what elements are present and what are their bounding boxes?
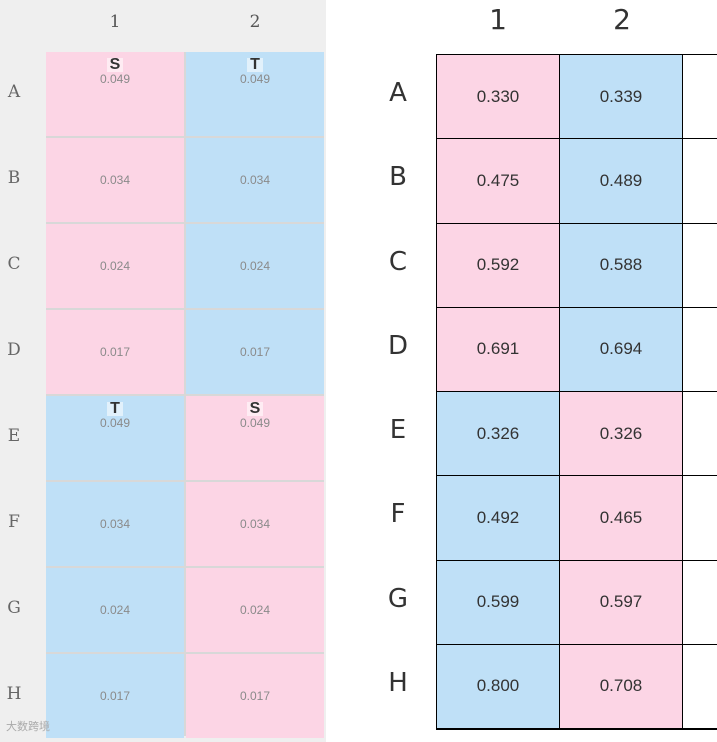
cropped-cell bbox=[683, 139, 717, 223]
plate-cell: 0.017 bbox=[46, 310, 184, 394]
plate-layout-grid: S 0.049 T 0.049 0.034 0.034 0.024 0.024 0.017 0.0… bbox=[46, 52, 324, 738]
plate-cell: 0.034 bbox=[186, 482, 324, 566]
readout-cell: 0.326 bbox=[437, 392, 559, 476]
sample-tag: S bbox=[246, 401, 264, 417]
row-header-d: D bbox=[387, 330, 409, 361]
cell-value: 0.024 bbox=[239, 603, 271, 617]
readout-cell: 0.326 bbox=[560, 392, 682, 476]
cropped-cell bbox=[683, 392, 717, 476]
cell-value: 0.034 bbox=[99, 517, 131, 531]
cropped-cell bbox=[683, 644, 717, 728]
plate-cell: 0.024 bbox=[46, 568, 184, 652]
column-header-1: 1 bbox=[109, 12, 121, 32]
plate-cell: 0.034 bbox=[46, 482, 184, 566]
column-header-2: 2 bbox=[249, 12, 261, 32]
cell-value: 0.017 bbox=[239, 345, 271, 359]
plate-cell: 0.024 bbox=[186, 224, 324, 308]
cropped-cell bbox=[683, 307, 717, 391]
row-header-f: F bbox=[8, 512, 20, 532]
plate-cell: 0.034 bbox=[46, 138, 184, 222]
row-header-c: C bbox=[7, 254, 21, 274]
readout-cell: 0.599 bbox=[437, 560, 559, 644]
plate-cell: S 0.049 bbox=[186, 396, 324, 480]
readout-cell: 0.800 bbox=[437, 644, 559, 728]
row-header-g: G bbox=[387, 583, 409, 614]
cell-value: 0.049 bbox=[239, 72, 271, 86]
readout-cell: 0.465 bbox=[560, 476, 682, 560]
row-header-e: E bbox=[389, 415, 407, 445]
cell-value: 0.034 bbox=[239, 173, 271, 187]
row-header-a: A bbox=[389, 78, 407, 108]
plate-cell: 0.017 bbox=[46, 654, 184, 738]
cell-value: 0.034 bbox=[99, 173, 131, 187]
plate-cell: 0.017 bbox=[186, 654, 324, 738]
readout-cell: 0.330 bbox=[437, 55, 559, 139]
cell-value: 0.017 bbox=[99, 689, 131, 703]
row-header-h: H bbox=[388, 667, 408, 698]
sample-tag: S bbox=[106, 57, 124, 73]
row-header-c: C bbox=[388, 246, 408, 277]
readout-cell: 0.588 bbox=[560, 223, 682, 307]
row-header-a: A bbox=[7, 82, 21, 102]
readout-cell: 0.597 bbox=[560, 560, 682, 644]
watermark: 大数跨境 bbox=[6, 721, 50, 733]
readout-cell: 0.592 bbox=[437, 223, 559, 307]
cell-value: 0.034 bbox=[239, 517, 271, 531]
row-header-b: B bbox=[389, 162, 407, 193]
cell-value: 0.024 bbox=[99, 603, 131, 617]
plate-cell: S 0.049 bbox=[46, 52, 184, 136]
plate-cell: 0.024 bbox=[46, 224, 184, 308]
row-header-h: H bbox=[6, 684, 22, 704]
row-header-g: G bbox=[7, 598, 21, 618]
cropped-cell bbox=[683, 560, 717, 644]
plate-cell: 0.024 bbox=[186, 568, 324, 652]
cell-value: 0.017 bbox=[99, 345, 131, 359]
sample-tag: T bbox=[107, 401, 123, 417]
cell-value: 0.024 bbox=[99, 259, 131, 273]
cell-value: 0.049 bbox=[239, 416, 271, 430]
plate-cell: 0.017 bbox=[186, 310, 324, 394]
readout-cell: 0.489 bbox=[560, 139, 682, 223]
row-header-e: E bbox=[7, 426, 21, 446]
plate-cell: T 0.049 bbox=[46, 396, 184, 480]
cell-value: 0.017 bbox=[239, 689, 271, 703]
column-header-1: 1 bbox=[489, 3, 507, 36]
cropped-cell bbox=[683, 476, 717, 560]
readout-cell: 0.708 bbox=[560, 644, 682, 728]
plate-cell: T 0.049 bbox=[186, 52, 324, 136]
sample-tag: T bbox=[247, 57, 263, 73]
readout-cell: 0.475 bbox=[437, 139, 559, 223]
column-header-2: 2 bbox=[613, 3, 631, 36]
readout-cell: 0.694 bbox=[560, 307, 682, 391]
cropped-cell bbox=[683, 223, 717, 307]
readout-cell: 0.339 bbox=[560, 55, 682, 139]
cell-value: 0.024 bbox=[239, 259, 271, 273]
plate-cell: 0.034 bbox=[186, 138, 324, 222]
readout-cell: 0.492 bbox=[437, 476, 559, 560]
cell-value: 0.049 bbox=[99, 416, 131, 430]
row-header-f: F bbox=[390, 499, 406, 530]
cell-value: 0.049 bbox=[99, 72, 131, 86]
readout-cell: 0.691 bbox=[437, 307, 559, 391]
readout-grid: 0.330 0.339 0.475 0.489 0.592 0.588 0.691 0.694… bbox=[436, 54, 717, 730]
row-header-d: D bbox=[7, 340, 21, 360]
row-header-b: B bbox=[7, 168, 21, 188]
cropped-cell bbox=[683, 55, 717, 139]
